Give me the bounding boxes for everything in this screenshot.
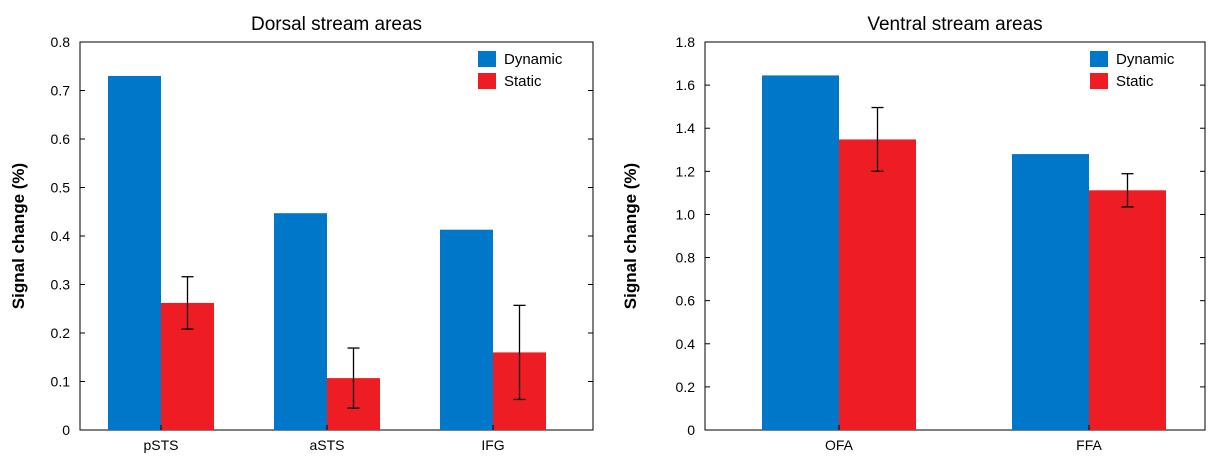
bar-static-ffa <box>1089 190 1166 430</box>
bar-dynamic-ifg <box>440 229 493 430</box>
x-tick-label: OFA <box>825 437 854 453</box>
y-tick-label: 1.0 <box>676 206 696 222</box>
y-tick-label: 0.6 <box>51 131 71 147</box>
y-tick-label: 1.8 <box>676 34 696 50</box>
legend-label-dynamic: Dynamic <box>504 51 563 68</box>
y-axis-label: Signal change (%) <box>9 163 28 309</box>
bar-dynamic-ffa <box>1012 154 1089 431</box>
y-tick-label: 0.3 <box>51 277 71 293</box>
y-tick-label: 0.2 <box>51 325 71 341</box>
y-tick-label: 0.1 <box>51 374 71 390</box>
chart-title: Dorsal stream areas <box>251 14 422 35</box>
x-tick-label: FFA <box>1076 437 1102 453</box>
x-tick-label: aSTS <box>309 437 344 453</box>
legend-swatch-static <box>478 73 496 89</box>
legend-label-static: Static <box>1116 73 1154 90</box>
legend-swatch-dynamic <box>1090 51 1108 67</box>
bar-dynamic-psts <box>108 75 161 430</box>
chart-ventral: Ventral stream areas Signal change (%) 0 0.… <box>621 14 1206 453</box>
bar-dynamic-ofa <box>762 75 839 431</box>
y-tick-label: 0.6 <box>676 293 696 309</box>
y-tick-label: 0 <box>687 422 695 438</box>
chart-dorsal: Dorsal stream areas Signal change (%) 0 0.1… <box>9 14 594 453</box>
y-tick-label: 1.4 <box>676 120 696 136</box>
bar-dynamic-asts <box>274 213 327 430</box>
x-tick-label: IFG <box>481 437 504 453</box>
legend-label-static: Static <box>504 73 542 90</box>
y-tick-label: 0.8 <box>51 34 71 50</box>
plot-frame <box>704 41 1206 431</box>
chart-title: Ventral stream areas <box>867 14 1042 35</box>
y-axis-label: Signal change (%) <box>621 163 640 309</box>
x-tick-label: pSTS <box>143 437 178 453</box>
legend-swatch-dynamic <box>478 51 496 67</box>
bar-static-ofa <box>839 139 916 431</box>
y-tick-label: 0 <box>62 422 70 438</box>
y-tick-label: 0.4 <box>676 336 696 352</box>
y-tick-label: 0.4 <box>51 228 71 244</box>
legend-swatch-static <box>1090 73 1108 89</box>
y-tick-label: 1.2 <box>676 163 696 179</box>
y-tick-label: 0.7 <box>51 83 71 99</box>
legend-label-dynamic: Dynamic <box>1116 51 1175 68</box>
y-tick-label: 0.8 <box>676 250 696 266</box>
y-tick-label: 0.2 <box>676 379 696 395</box>
y-tick-label: 0.5 <box>51 180 71 196</box>
y-tick-label: 1.6 <box>676 77 696 93</box>
